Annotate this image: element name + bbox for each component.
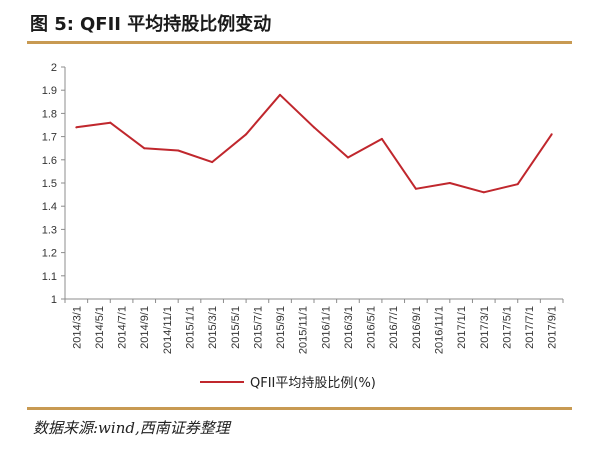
x-tick-label: 2015/3/1: [207, 306, 219, 349]
y-tick-label: 1.1: [42, 271, 57, 283]
x-tick-label: 2016/1/1: [320, 306, 332, 349]
x-tick-label: 2016/9/1: [411, 306, 423, 349]
y-tick-label: 1.4: [42, 201, 57, 213]
x-tick-label: 2017/9/1: [547, 306, 559, 349]
data-point: [516, 183, 519, 186]
y-tick-label: 1.3: [42, 224, 57, 236]
data-point: [245, 133, 248, 136]
x-tick-label: 2017/5/1: [501, 306, 513, 349]
data-point: [313, 126, 315, 129]
x-tick-label: 2015/1/1: [185, 306, 197, 349]
y-tick-label: 1.2: [42, 248, 57, 260]
data-point: [279, 93, 282, 96]
x-tick-label: 2014/7/1: [117, 306, 129, 349]
data-point: [75, 126, 78, 129]
x-tick-label: 2014/3/1: [71, 306, 83, 349]
y-tick-label: 1.9: [42, 85, 57, 97]
x-tick-label: 2017/3/1: [479, 306, 491, 349]
x-tick-label: 2014/9/1: [139, 306, 151, 349]
x-tick-label: 2016/7/1: [388, 306, 400, 349]
top-rule: [27, 41, 572, 44]
data-point: [550, 133, 553, 136]
data-point: [177, 149, 180, 152]
x-tick-label: 2017/1/1: [456, 306, 468, 349]
x-tick-label: 2015/9/1: [275, 306, 287, 349]
data-point: [380, 137, 383, 140]
x-tick-label: 2014/5/1: [94, 306, 106, 349]
x-tick-label: 2015/11/1: [298, 306, 310, 354]
series-line: [76, 93, 553, 194]
chart-title: 图 5: QFII 平均持股比例变动: [30, 10, 271, 36]
legend-label: QFII平均持股比例(%): [250, 376, 376, 391]
x-tick-label: 2014/11/1: [162, 306, 174, 354]
data-point: [143, 147, 146, 150]
data-point: [414, 187, 417, 190]
data-point: [448, 182, 451, 184]
data-point: [109, 121, 112, 124]
x-tick-label: 2017/7/1: [524, 306, 536, 349]
y-tick-label: 2: [51, 62, 57, 74]
y-tick-label: 1.8: [42, 108, 57, 120]
y-tick-label: 1.5: [42, 178, 57, 190]
y-tick-label: 1: [51, 294, 57, 306]
x-tick-label: 2016/5/1: [366, 306, 378, 349]
y-tick-label: 1.7: [42, 132, 57, 144]
bottom-rule: [27, 407, 572, 410]
x-tick-label: 2015/7/1: [252, 306, 264, 349]
title-text: QFII 平均持股比例变动: [80, 14, 272, 35]
figure-label: 图 5:: [30, 14, 74, 35]
x-tick-label: 2016/11/1: [434, 306, 446, 354]
data-point: [346, 156, 349, 159]
x-tick-label: 2016/3/1: [343, 306, 355, 349]
data-point: [482, 191, 485, 194]
data-point: [211, 161, 214, 164]
source-note: 数据来源:wind,西南证券整理: [33, 419, 230, 437]
y-tick-label: 1.6: [42, 155, 57, 167]
x-tick-label: 2015/5/1: [230, 306, 242, 349]
